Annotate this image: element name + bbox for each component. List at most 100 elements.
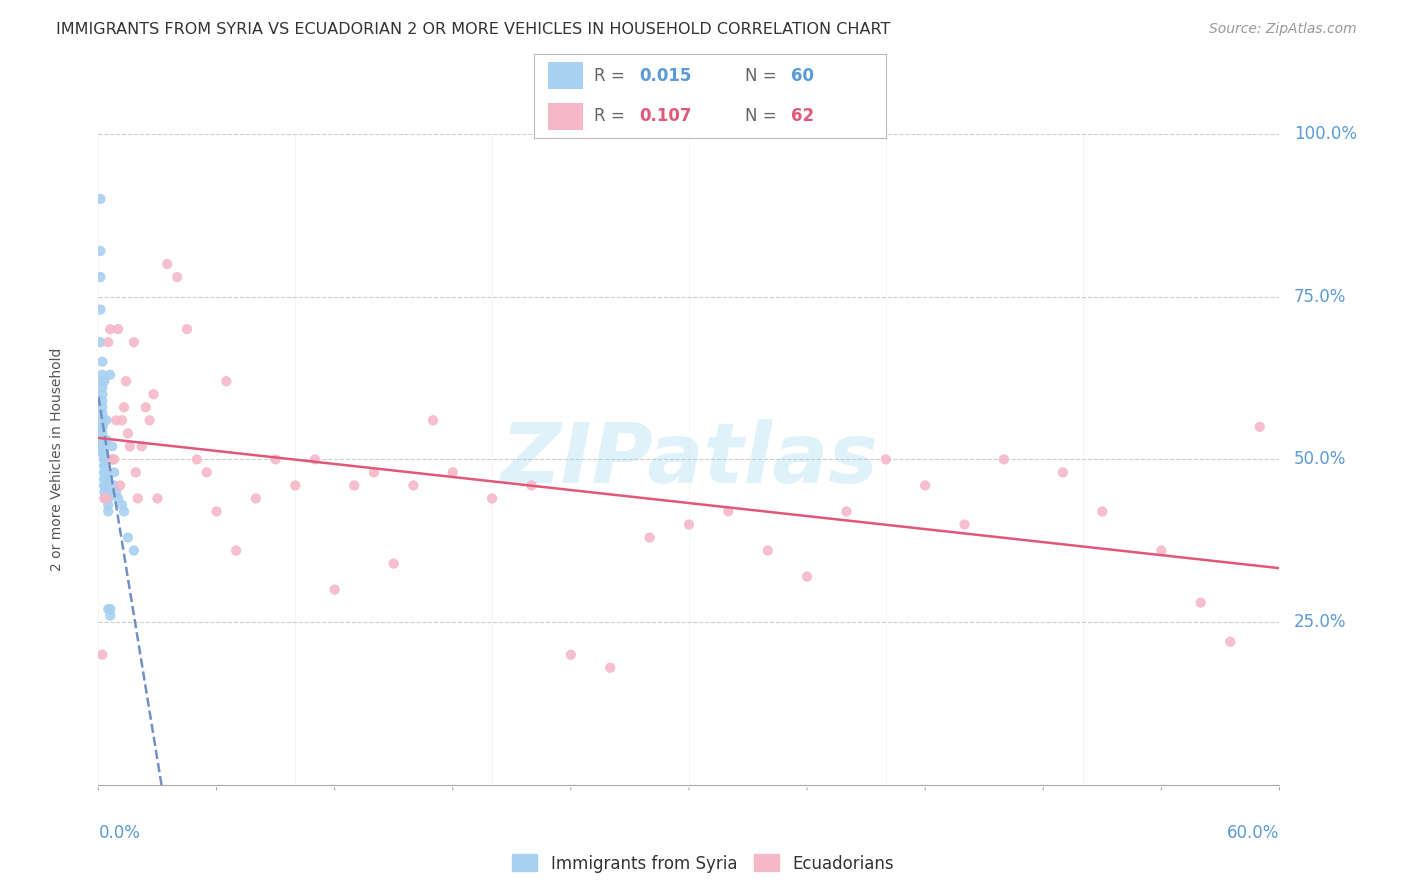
Point (599, 661, 621, 675)
Point (756, 543, 779, 558)
Point (112, 504, 135, 518)
Point (98, 608, 121, 623)
Text: N =: N = (745, 107, 782, 125)
Point (117, 426, 139, 441)
Legend: Immigrants from Syria, Ecuadorians: Immigrants from Syria, Ecuadorians (506, 847, 900, 880)
Point (91, 420, 114, 434)
Point (93, 485, 115, 500)
Point (93, 466, 115, 480)
Point (97, 498, 120, 512)
Point (103, 478, 125, 492)
Point (205, 504, 228, 518)
Point (125, 466, 148, 480)
Text: Source: ZipAtlas.com: Source: ZipAtlas.com (1209, 22, 1357, 37)
Point (105, 413, 128, 427)
Point (105, 485, 128, 500)
Point (91, 393, 114, 408)
Text: N =: N = (745, 67, 782, 85)
Point (96, 491, 118, 506)
Point (97, 504, 120, 518)
Point (103, 452, 125, 467)
Text: 2 or more Vehicles in Household: 2 or more Vehicles in Household (51, 348, 65, 571)
Point (107, 322, 129, 336)
Point (127, 491, 149, 506)
Point (717, 504, 740, 518)
Point (156, 257, 179, 271)
Point (112, 401, 135, 415)
Point (89, 192, 111, 206)
Point (98, 602, 121, 616)
Point (107, 491, 129, 506)
Point (93, 458, 115, 473)
Point (481, 491, 503, 506)
Text: IMMIGRANTS FROM SYRIA VS ECUADORIAN 2 OR MORE VEHICLES IN HOUSEHOLD CORRELATION : IMMIGRANTS FROM SYRIA VS ECUADORIAN 2 OR… (56, 22, 890, 37)
Point (91, 355, 114, 369)
Point (122, 543, 145, 558)
Point (91, 420, 114, 434)
Point (98, 368, 121, 382)
Text: R =: R = (593, 107, 630, 125)
Point (638, 531, 661, 545)
Point (382, 557, 405, 571)
Point (875, 452, 897, 467)
Point (91, 368, 114, 382)
Point (93, 374, 115, 388)
Text: 100.0%: 100.0% (1294, 125, 1357, 143)
Point (1150, 543, 1173, 558)
Text: R =: R = (593, 67, 630, 85)
Point (142, 387, 165, 401)
Point (678, 517, 700, 532)
Point (91, 407, 114, 421)
Point (166, 270, 188, 285)
Point (89, 335, 111, 350)
Text: ZIPatlas: ZIPatlas (501, 419, 877, 500)
Point (93, 491, 115, 506)
Point (96, 433, 118, 447)
Point (122, 335, 145, 350)
Point (796, 569, 818, 583)
Point (118, 439, 141, 453)
Point (91, 381, 114, 395)
FancyBboxPatch shape (548, 103, 583, 130)
Point (91, 439, 114, 453)
Point (1219, 634, 1241, 648)
Point (97, 335, 120, 350)
Point (93, 452, 115, 467)
Text: 60.0%: 60.0% (1227, 824, 1279, 842)
Point (1091, 504, 1114, 518)
Point (135, 401, 157, 415)
Point (323, 582, 346, 597)
Point (91, 426, 114, 441)
Point (91, 387, 114, 401)
Point (89, 244, 111, 258)
Point (98, 322, 121, 336)
Point (1249, 420, 1271, 434)
Point (343, 478, 366, 492)
Point (176, 322, 198, 336)
Point (1052, 466, 1074, 480)
Text: 25.0%: 25.0% (1294, 613, 1346, 632)
Point (91, 446, 114, 460)
Point (96, 478, 118, 492)
Point (91, 433, 114, 447)
Point (215, 374, 238, 388)
Point (101, 439, 124, 453)
Point (111, 498, 134, 512)
Point (93, 472, 115, 486)
Point (91, 648, 114, 662)
Point (96, 413, 118, 427)
Point (91, 439, 114, 453)
Point (108, 478, 131, 492)
Text: 0.015: 0.015 (640, 67, 692, 85)
Point (97, 491, 120, 506)
Point (101, 452, 124, 467)
Point (93, 452, 115, 467)
Point (96, 472, 118, 486)
Text: 75.0%: 75.0% (1294, 287, 1346, 306)
Point (284, 478, 307, 492)
Point (131, 439, 153, 453)
Point (96, 466, 118, 480)
Point (363, 466, 385, 480)
Text: 62: 62 (790, 107, 814, 125)
Point (1189, 596, 1212, 610)
